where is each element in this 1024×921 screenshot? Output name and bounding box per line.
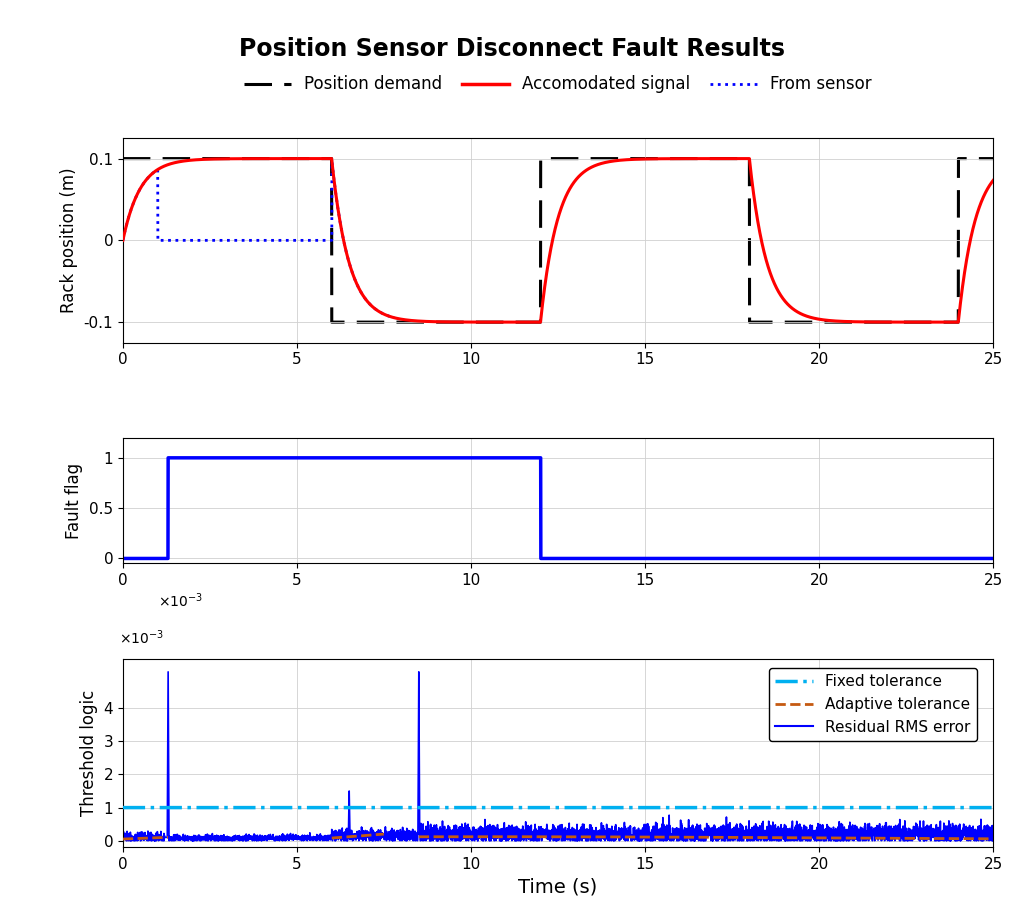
Text: $\times10^{-3}$: $\times10^{-3}$ — [119, 629, 164, 647]
Legend: Position demand, Accomodated signal, From sensor: Position demand, Accomodated signal, Fro… — [238, 69, 879, 100]
Legend: Fixed tolerance, Adaptive tolerance, Residual RMS error: Fixed tolerance, Adaptive tolerance, Res… — [769, 668, 977, 740]
Y-axis label: Fault flag: Fault flag — [66, 462, 84, 539]
Y-axis label: Rack position (m): Rack position (m) — [60, 168, 78, 313]
Y-axis label: Threshold logic: Threshold logic — [80, 690, 98, 816]
Text: Position Sensor Disconnect Fault Results: Position Sensor Disconnect Fault Results — [239, 37, 785, 61]
X-axis label: Time (s): Time (s) — [518, 878, 598, 897]
Text: $\times10^{-3}$: $\times10^{-3}$ — [158, 591, 203, 610]
